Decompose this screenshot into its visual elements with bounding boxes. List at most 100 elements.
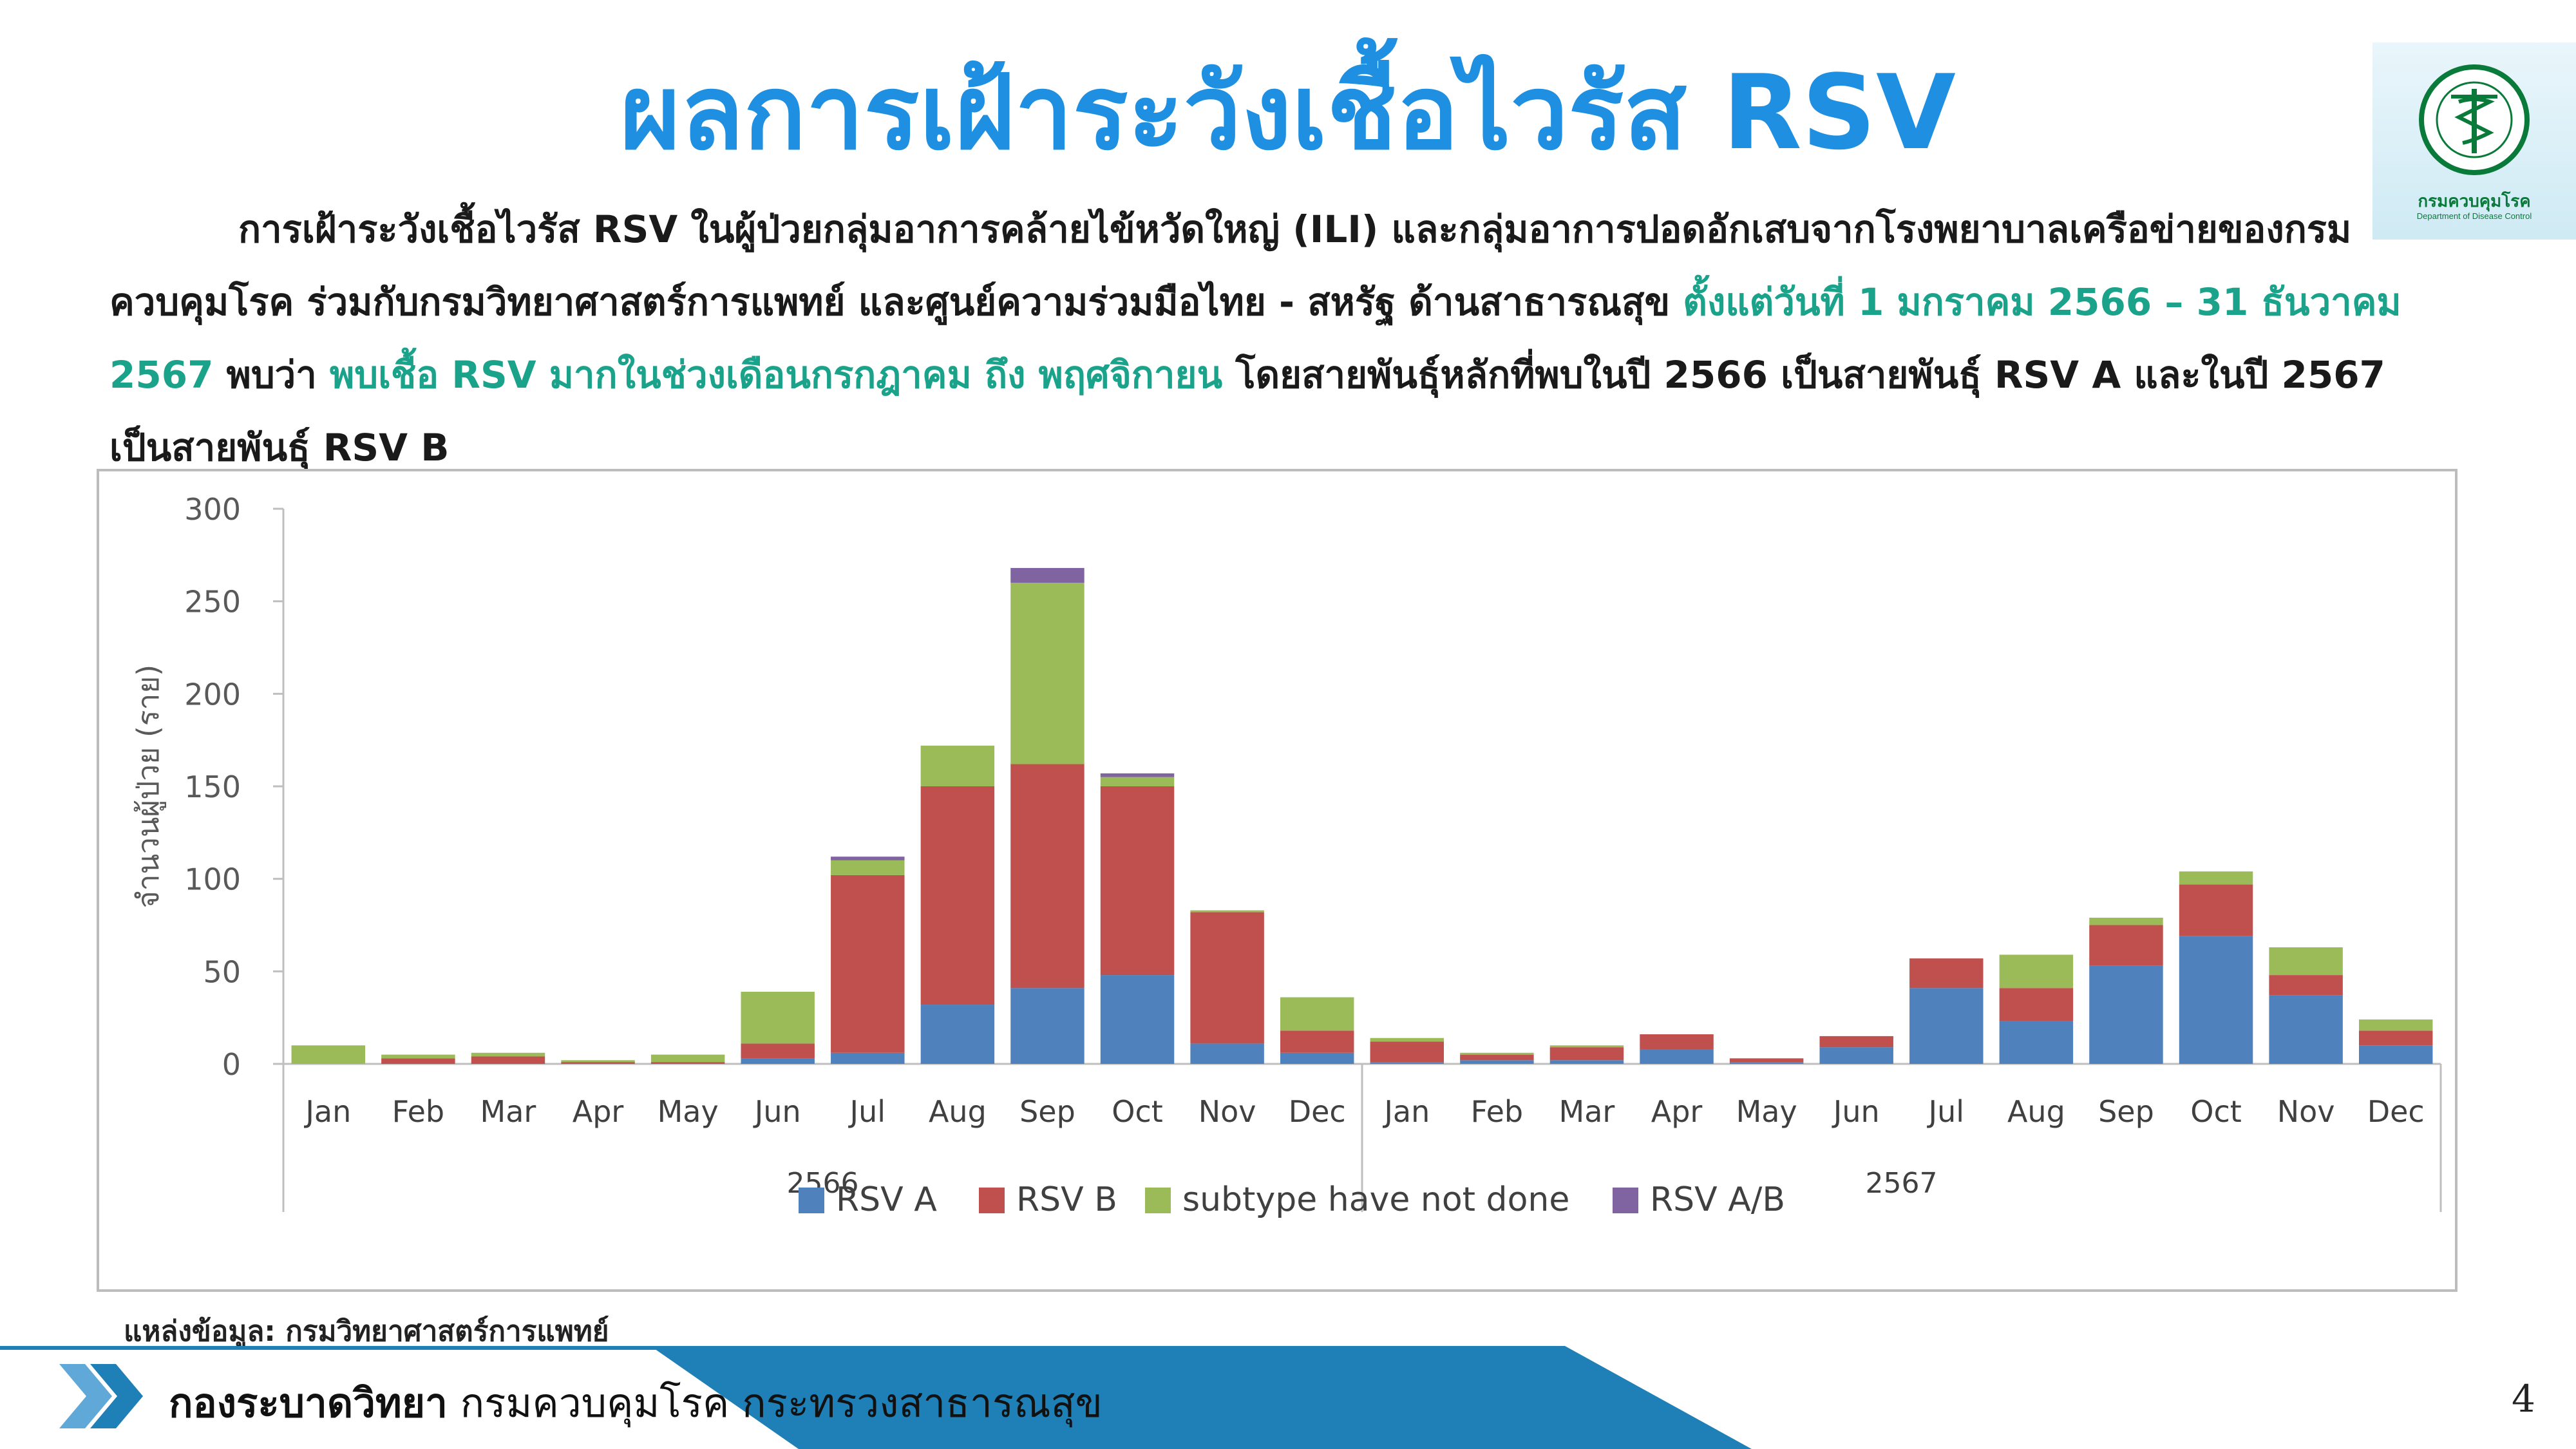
bar-subtype-have-not-done — [561, 1060, 635, 1063]
legend-label: subtype have not done — [1182, 1180, 1569, 1219]
x-tick-label: Jul — [848, 1094, 886, 1129]
bar-subtype-have-not-done — [1999, 954, 2074, 989]
bar-subtype-have-not-done — [471, 1052, 545, 1057]
bar-rsv-b — [920, 786, 995, 1005]
x-tick-label: Oct — [2190, 1094, 2242, 1129]
x-tick-label: Jul — [1927, 1094, 1965, 1129]
y-tick-label: 300 — [184, 492, 241, 527]
bar-rsv-a — [2179, 936, 2253, 1064]
x-tick-label: Oct — [1112, 1094, 1163, 1129]
page-number: 4 — [2512, 1377, 2535, 1421]
y-tick-label: 50 — [203, 954, 241, 989]
legend-label: RSV B — [1016, 1180, 1117, 1219]
paragraph-text-3: โดยสายพันธุ์หลักที่พบในปี 2566 เป็นสายพั… — [109, 353, 2385, 469]
bar-rsv-b — [1729, 1058, 1804, 1063]
footer-org-rest: กรมควบคุมโรค กระทรวงสาธารณสุข — [447, 1379, 1103, 1426]
bar-subtype-have-not-done — [1280, 997, 1354, 1031]
bar-rsv-a — [2358, 1045, 2433, 1064]
y-axis-title: จำนวนผู้ป่วย (ราย) — [131, 665, 166, 908]
x-tick-label: Mar — [480, 1094, 536, 1129]
bar-rsv-a — [2269, 995, 2343, 1064]
bar-subtype-have-not-done — [2358, 1019, 2433, 1031]
bar-subtype-have-not-done — [1010, 582, 1084, 764]
bar-rsv-a — [831, 1052, 905, 1064]
legend-label: RSV A/B — [1650, 1180, 1785, 1219]
bar-rsv-b — [1460, 1054, 1534, 1061]
logo-subtitle: Department of Disease Control — [2416, 211, 2532, 221]
bar-rsv-a — [920, 1005, 995, 1064]
bar-rsv-b — [2358, 1030, 2433, 1046]
bar-rsv-a — [1999, 1021, 2074, 1064]
bar-rsv-b — [2089, 925, 2163, 966]
bar-rsv-a — [1280, 1052, 1354, 1064]
footer-divider — [0, 1346, 1288, 1350]
x-tick-label: May — [658, 1094, 719, 1129]
bar-rsv-a-b — [1100, 773, 1175, 777]
bar-subtype-have-not-done — [2089, 918, 2163, 925]
bar-subtype-have-not-done — [650, 1054, 725, 1063]
bar-rsv-a — [1100, 975, 1175, 1064]
footer-org: กองระบาดวิทยา กรมควบคุมโรค กระทรวงสาธารณ… — [169, 1372, 1103, 1435]
double-chevron-icon — [59, 1364, 143, 1428]
bar-rsv-a — [1190, 1043, 1264, 1064]
bar-rsv-b — [2269, 975, 2343, 996]
bar-subtype-have-not-done — [920, 745, 995, 786]
bar-rsv-a — [1729, 1062, 1804, 1064]
bar-rsv-b — [1190, 912, 1264, 1044]
x-tick-label: Sep — [1019, 1094, 1075, 1129]
bar-rsv-a — [1370, 1062, 1444, 1064]
legend-swatch — [799, 1188, 824, 1213]
bar-rsv-b — [1100, 786, 1175, 976]
footer-band — [650, 1346, 1752, 1449]
paragraph-text-2: พบว่า — [213, 353, 330, 397]
bar-rsv-a — [1819, 1047, 1893, 1064]
bar-rsv-b — [650, 1062, 725, 1064]
bar-subtype-have-not-done — [741, 991, 815, 1044]
bar-subtype-have-not-done — [2269, 947, 2343, 976]
x-tick-label: Dec — [2367, 1094, 2425, 1129]
bar-rsv-b — [1549, 1047, 1624, 1061]
bar-rsv-a — [1640, 1049, 1714, 1064]
bar-rsv-b — [1999, 988, 2074, 1021]
bar-rsv-b — [1370, 1041, 1444, 1063]
y-tick-label: 150 — [184, 770, 241, 804]
bar-rsv-a — [1909, 988, 1984, 1064]
bar-rsv-b — [1819, 1036, 1893, 1048]
bar-rsv-b — [561, 1062, 635, 1064]
y-tick-label: 200 — [184, 677, 241, 712]
bar-rsv-a — [741, 1058, 815, 1064]
legend-swatch — [1613, 1188, 1638, 1213]
x-group-label: 2567 — [1866, 1167, 1938, 1200]
x-tick-label: Jan — [303, 1094, 351, 1129]
summary-paragraph: การเฝ้าระวังเชื้อไวรัส RSV ในผู้ป่วยกลุ่… — [109, 193, 2441, 484]
rsv-stacked-bar-chart: 0 50 100 150 200 250 300 จำนวนผู้ป่วย (ราย) Jan F… — [131, 492, 2442, 1219]
footer-org-bold: กองระบาดวิทยา — [169, 1379, 448, 1426]
bar-rsv-b — [471, 1056, 545, 1064]
x-tick-label: Jan — [1382, 1094, 1430, 1129]
bar-subtype-have-not-done — [831, 860, 905, 875]
x-tick-label: Apr — [573, 1094, 624, 1129]
bar-subtype-have-not-done — [1370, 1037, 1444, 1042]
bar-subtype-have-not-done — [1100, 777, 1175, 786]
bar-rsv-b — [1909, 958, 1984, 989]
legend-label: RSV A — [836, 1180, 937, 1219]
bar-rsv-b — [2179, 884, 2253, 936]
bar-subtype-have-not-done — [381, 1054, 455, 1059]
x-tick-label: Apr — [1651, 1094, 1703, 1129]
x-tick-label: Nov — [2277, 1094, 2335, 1129]
ddc-emblem-icon — [2419, 64, 2530, 175]
x-tick-label: Feb — [1471, 1094, 1523, 1129]
bar-rsv-a — [1460, 1060, 1534, 1064]
bar-subtype-have-not-done — [1460, 1052, 1534, 1055]
bar-subtype-have-not-done — [2179, 871, 2253, 885]
data-source: แหล่งข้อมูล: กรมวิทยาศาสตร์การแพทย์ — [124, 1315, 609, 1348]
bar-subtype-have-not-done — [1190, 910, 1264, 913]
y-tick-label: 100 — [184, 862, 241, 897]
ddc-logo: กรมควบคุมโรค Department of Disease Contr… — [2372, 43, 2576, 240]
legend-swatch — [979, 1188, 1005, 1213]
y-tick-label: 0 — [222, 1047, 241, 1082]
x-tick-label: Nov — [1198, 1094, 1256, 1129]
bar-rsv-a — [2089, 965, 2163, 1064]
bar-rsv-b — [381, 1058, 455, 1064]
bar-rsv-b — [741, 1043, 815, 1059]
